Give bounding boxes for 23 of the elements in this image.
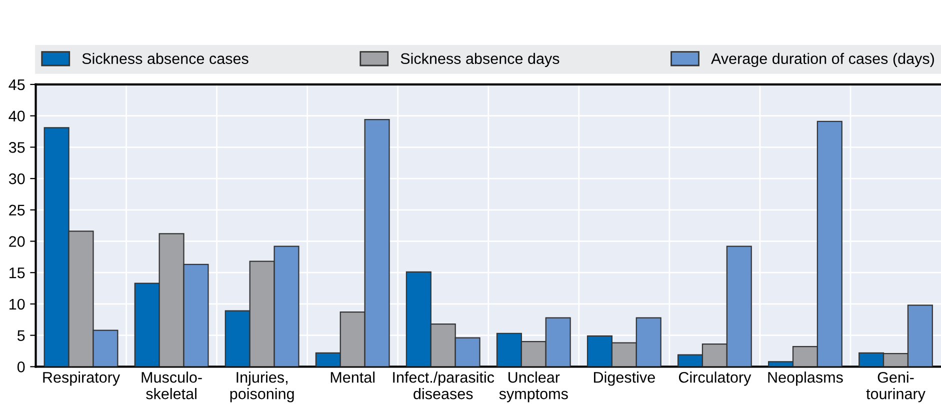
- legend-label: Sickness absence cases: [82, 52, 248, 64]
- x-tick-label: Respiratory: [43, 372, 120, 386]
- x-tick-label: Digestive: [594, 372, 655, 386]
- y-tick-label: 35: [8, 142, 25, 153]
- y-tick-label: 20: [9, 236, 25, 247]
- y-tick-label: 40: [8, 110, 25, 122]
- y-tick-label: 25: [9, 204, 25, 216]
- y-tick-label: 10: [10, 298, 25, 310]
- x-tick-label: Circulatory: [678, 372, 752, 386]
- legend-label: Average duration of cases (days): [711, 52, 934, 68]
- y-tick-label: 15: [10, 268, 25, 278]
- y-tick-label: 5: [17, 330, 25, 342]
- x-tick-label: Musculo- skeletal: [142, 372, 202, 400]
- x-tick-label: Injuries, poisoning: [230, 372, 294, 402]
- y-tick-label: 30: [8, 173, 25, 184]
- y-tick-label: 0: [17, 362, 25, 372]
- x-tick-label: Unclear symptoms: [499, 372, 568, 402]
- x-tick-label: Mental: [330, 372, 374, 383]
- y-tick-label: 45: [8, 79, 25, 90]
- x-tick-label: Geni- tourinary: [866, 372, 926, 402]
- x-tick-label: Neoplasms: [768, 372, 843, 386]
- x-tick-label: Infect./parasitic diseases: [393, 372, 494, 400]
- legend-label: Sickness absence days: [400, 52, 560, 68]
